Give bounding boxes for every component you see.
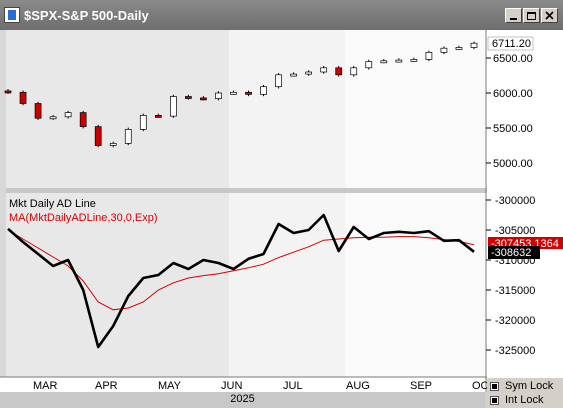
sym-lock-checkbox[interactable] xyxy=(490,381,499,391)
candle-body xyxy=(109,143,117,146)
candle-body xyxy=(215,92,222,99)
candle-body xyxy=(395,59,403,63)
month-label: AUG xyxy=(346,380,370,392)
ad-line xyxy=(7,213,475,349)
price-candles xyxy=(4,41,478,148)
candle-body xyxy=(49,116,57,120)
candle-body xyxy=(335,67,343,76)
breadth-ytick: -320000 xyxy=(495,315,535,327)
candle-body xyxy=(34,103,42,119)
candle-body xyxy=(260,86,267,95)
chart-window-icon xyxy=(4,7,20,23)
candle-body xyxy=(94,126,102,146)
breadth-shade-band xyxy=(229,193,345,377)
month-label: JUN xyxy=(221,380,242,392)
price-ytick: 6500.00 xyxy=(493,53,533,65)
candle-body xyxy=(19,91,27,104)
price-shade-band xyxy=(6,30,229,189)
candle-body xyxy=(200,97,207,101)
minimize-icon xyxy=(510,18,517,20)
price-last-value: 6711.20 xyxy=(492,38,531,50)
breadth-ytick: -315000 xyxy=(495,285,535,297)
ma-line xyxy=(7,229,475,311)
close-icon xyxy=(545,11,554,20)
int-lock-toggle[interactable]: Int Lock xyxy=(490,393,544,407)
panel-separator[interactable] xyxy=(0,188,487,193)
x-axis: MAR APR MAY JUN JUL AUG SEP OCT xyxy=(33,380,496,392)
lock-controls: Sym Lock Int Lock xyxy=(487,378,563,408)
candle-body xyxy=(170,96,177,117)
candle-body xyxy=(124,129,132,144)
ad-line-label: Mkt Daily AD Line xyxy=(9,198,96,210)
candle-body xyxy=(320,67,328,73)
candle-body xyxy=(440,47,448,53)
window-title: $SPX-S&P 500-Daily xyxy=(24,8,149,23)
sym-lock-label: Sym Lock xyxy=(505,380,554,392)
breadth-shade-band xyxy=(345,193,485,377)
sym-lock-toggle[interactable]: Sym Lock xyxy=(490,379,553,393)
candle-body xyxy=(154,115,162,118)
candle-body xyxy=(64,112,72,118)
breadth-ytick: -300000 xyxy=(495,195,535,207)
price-ytick: 6000.00 xyxy=(493,88,533,100)
candle-body xyxy=(290,73,297,77)
left-edge xyxy=(0,30,6,377)
price-ytick: 5000.00 xyxy=(493,158,533,170)
candle-body xyxy=(305,71,312,75)
candle-body xyxy=(380,60,388,64)
month-label: JUL xyxy=(283,380,303,392)
ma-label: MA(MktDailyADLine,30,0,Exp) xyxy=(9,212,158,224)
candle-body xyxy=(470,42,478,48)
breadth-shade-band xyxy=(6,193,229,377)
candle-body xyxy=(245,91,252,95)
candle-body xyxy=(350,67,358,76)
price-shade-band xyxy=(345,30,485,189)
candle-body xyxy=(139,115,147,130)
month-label: APR xyxy=(95,380,118,392)
year-bar: 2025 xyxy=(0,392,485,408)
candle-body xyxy=(455,47,463,50)
ad-value: -308632 xyxy=(491,247,531,259)
chart-area[interactable]: 6500.00 6000.00 5500.00 5000.00 6711.20 … xyxy=(0,30,563,392)
candle-body xyxy=(230,91,237,95)
breadth-ytick: -305000 xyxy=(495,225,535,237)
minimize-button[interactable] xyxy=(505,8,522,23)
year-label: 2025 xyxy=(230,393,255,405)
y-axis-area[interactable] xyxy=(487,30,563,378)
candle-body xyxy=(4,90,12,94)
month-label: MAY xyxy=(158,380,182,392)
maximize-icon xyxy=(527,12,536,20)
price-shade-band xyxy=(229,30,345,189)
title-bar: $SPX-S&P 500-Daily xyxy=(0,0,563,30)
candle-body xyxy=(365,61,373,69)
month-label: SEP xyxy=(410,380,432,392)
ad-value-tag: -308632 xyxy=(488,246,540,259)
maximize-button[interactable] xyxy=(523,8,540,23)
price-last-value-tag: 6711.20 xyxy=(487,36,534,51)
price-y-axis: 6500.00 6000.00 5500.00 5000.00 xyxy=(486,53,533,170)
candle-body xyxy=(410,59,418,62)
price-ytick: 5500.00 xyxy=(493,123,533,135)
close-button[interactable] xyxy=(541,8,558,23)
int-lock-checkbox[interactable] xyxy=(490,395,499,405)
candle-body xyxy=(185,96,192,99)
candle-body xyxy=(275,74,282,88)
month-label: MAR xyxy=(33,380,58,392)
int-lock-label: Int Lock xyxy=(505,394,544,406)
breadth-ytick: -325000 xyxy=(495,345,535,357)
candle-body xyxy=(425,52,433,60)
candle-body xyxy=(79,112,87,127)
